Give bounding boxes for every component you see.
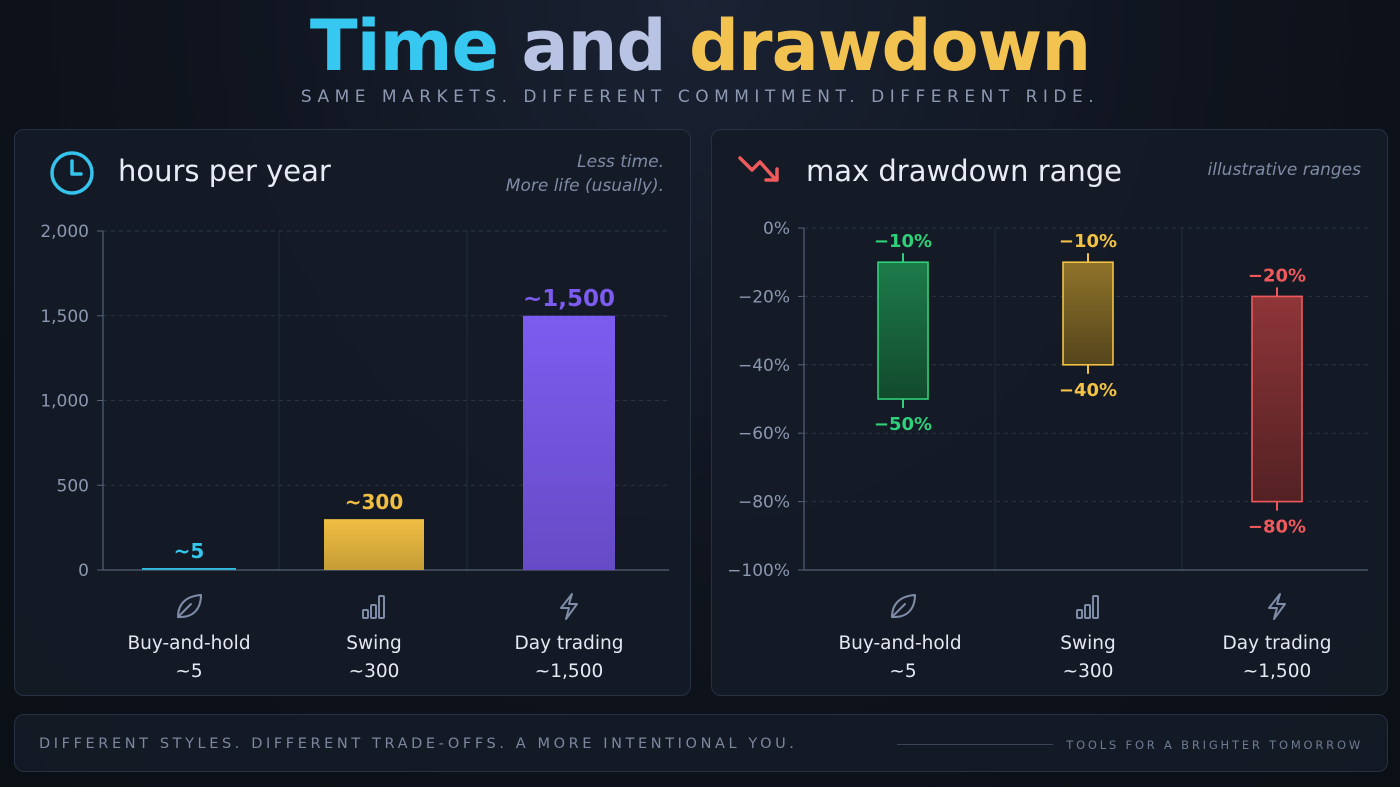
leaf-icon	[891, 594, 916, 618]
footer-bar: DIFFERENT STYLES. DIFFERENT TRADE-OFFS. …	[14, 714, 1388, 772]
category-sublabel-buy-and-hold: ~5	[889, 661, 916, 682]
page-title: Time and drawdown	[0, 6, 1400, 86]
bars-icon	[362, 595, 385, 619]
category-label-buy-and-hold: Buy-and-hold	[838, 633, 961, 654]
category-label-day-trading: Day trading	[1223, 633, 1332, 654]
title-word-time: Time	[309, 5, 499, 87]
range-bottom-label-buy-and-hold: −50%	[874, 414, 932, 435]
clock-icon	[50, 151, 94, 195]
bars-icon	[1076, 595, 1099, 619]
category-sublabel-swing: ~300	[1063, 661, 1114, 682]
drawdown-panel-title: max drawdown range	[806, 154, 1123, 188]
hours-note-line2: More life (usually).	[505, 176, 664, 196]
hours-panel-title: hours per year	[118, 154, 331, 188]
bar-swing	[324, 519, 424, 570]
footer-brand: TOOLS FOR A BRIGHTER TOMORROW	[1066, 738, 1363, 752]
category-label-swing: Swing	[1060, 633, 1115, 654]
y-tick-label: −80%	[738, 493, 790, 513]
range-bottom-label-day-trading: −80%	[1248, 517, 1306, 538]
hours-bar-chart: 0 500 1,000 1,500 2,000 ~5 Buy-and-hold ~5 ~300 S…	[40, 222, 669, 682]
footer-tagline: DIFFERENT STYLES. DIFFERENT TRADE-OFFS. …	[39, 736, 798, 752]
range-bar-swing	[1062, 261, 1114, 366]
hours-panel-note: Less time. More life (usually).	[506, 150, 664, 198]
y-tick-label: 1,500	[40, 307, 89, 327]
page-subtitle: SAME MARKETS. DIFFERENT COMMITMENT. DIFF…	[300, 87, 1100, 107]
range-bottom-label-swing: −40%	[1059, 380, 1117, 401]
range-bar-day-trading	[1251, 295, 1303, 503]
data-label-day-trading: ~1,500	[523, 286, 615, 312]
data-label-buy-and-hold: ~5	[174, 539, 205, 563]
title-word-drawdown: drawdown	[688, 5, 1091, 87]
category-label-buy-and-hold: Buy-and-hold	[127, 633, 250, 654]
category-sublabel-buy-and-hold: ~5	[175, 661, 202, 682]
y-tick-label: 0	[78, 561, 89, 581]
hours-note-line1: Less time.	[577, 152, 664, 172]
range-top-label-day-trading: −20%	[1248, 265, 1306, 286]
y-tick-label: −100%	[727, 561, 790, 581]
category-label-swing: Swing	[346, 633, 401, 654]
y-tick-label: 2,000	[40, 222, 89, 242]
y-tick-label: 500	[57, 476, 89, 496]
category-sublabel-day-trading: ~1,500	[1243, 661, 1311, 682]
y-tick-label: 1,000	[40, 392, 89, 412]
leaf-icon	[177, 594, 202, 618]
y-tick-label: −60%	[738, 424, 790, 444]
y-tick-label: 0%	[763, 219, 790, 239]
category-sublabel-swing: ~300	[349, 661, 400, 682]
drawdown-panel: max drawdown range illustrative ranges 0…	[711, 129, 1388, 696]
range-top-label-swing: −10%	[1059, 231, 1117, 252]
range-top-label-buy-and-hold: −10%	[874, 231, 932, 252]
category-label-day-trading: Day trading	[515, 633, 624, 654]
drawdown-panel-note: illustrative ranges	[1207, 160, 1361, 180]
y-tick-label: −20%	[738, 287, 790, 307]
title-word-and: and	[521, 5, 666, 87]
drawdown-range-chart: 0% −20% −40% −60% −80% −100% −10% −50% Buy-and-h…	[727, 219, 1368, 682]
footer-divider	[897, 744, 1053, 745]
y-tick-label: −40%	[738, 356, 790, 376]
bar-buy-and-hold	[142, 568, 236, 570]
range-bar-buy-and-hold	[877, 261, 929, 400]
bar-day-trading	[523, 315, 615, 570]
bolt-icon	[560, 593, 578, 620]
trend-down-icon	[738, 156, 779, 182]
data-label-swing: ~300	[345, 490, 404, 514]
bolt-icon	[1268, 593, 1286, 620]
category-sublabel-day-trading: ~1,500	[535, 661, 603, 682]
hours-panel: hours per year Less time. More life (usu…	[14, 129, 691, 696]
